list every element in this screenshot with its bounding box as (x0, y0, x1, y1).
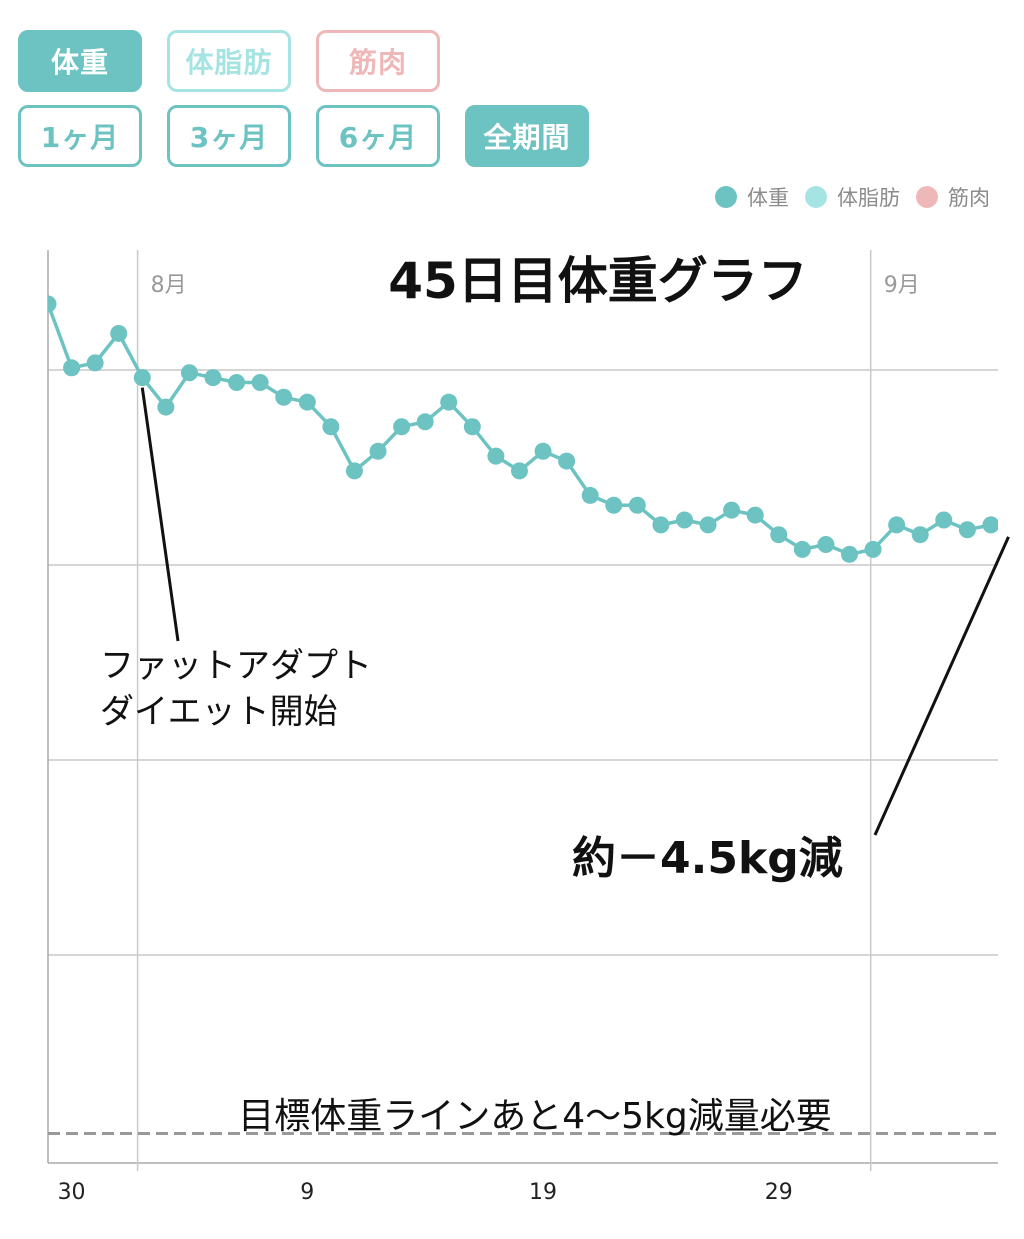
weight-point (298, 393, 316, 411)
weight-point (48, 295, 57, 313)
annotation-result-text: 約－4.5kg減 (572, 833, 843, 884)
x-tick-label-3: 29 (765, 1180, 793, 1205)
weight-series-line (48, 301, 998, 557)
weight-point (228, 374, 246, 392)
weight-point (345, 462, 363, 480)
annotation-start-line-1: ダイエット開始 (100, 692, 338, 732)
weight-point (1006, 516, 1023, 533)
weight-point (817, 536, 835, 554)
legend-item-body-fat: 体脂肪 (805, 182, 900, 212)
legend-muscle-label: 筋肉 (948, 186, 990, 210)
period-tab-2[interactable]: 6ヶ月 (316, 105, 440, 167)
period-tab-1[interactable]: 3ヶ月 (167, 105, 291, 167)
weight-point (16, 271, 33, 288)
x-tick-label-2: 19 (529, 1180, 557, 1205)
legend-item-muscle: 筋肉 (916, 182, 990, 212)
weight-point (958, 521, 976, 539)
weight-point (770, 526, 788, 544)
weight-series (16, 271, 1023, 563)
weight-point (133, 369, 151, 387)
weight-point (652, 516, 670, 534)
target-line-label: 目標体重ラインあと4～5kg減量必要 (238, 1096, 832, 1137)
period-tab-3[interactable]: 全期間 (465, 105, 589, 167)
chart-grid (47, 250, 998, 1171)
metric-tab-1[interactable]: 体脂肪 (167, 30, 291, 92)
weight-point (699, 516, 717, 534)
weight-point (322, 418, 340, 436)
legend-weight-label: 体重 (747, 186, 789, 210)
chart-legend: 体重 体脂肪 筋肉 (699, 182, 990, 212)
month-label-0: 8月 (151, 273, 187, 298)
weight-point (440, 393, 458, 411)
weight-point (628, 496, 646, 514)
chart-marks (16, 271, 1023, 563)
annotation-result-pointer (873, 536, 1010, 836)
weight-point (723, 501, 741, 519)
weight-point (157, 398, 175, 416)
weight-point (393, 418, 411, 436)
weight-point (416, 413, 434, 431)
weight-point (369, 442, 387, 460)
weight-point (251, 374, 269, 392)
weight-point (86, 354, 104, 372)
legend-item-weight: 体重 (715, 182, 789, 212)
chart-labels: 8月 9月 30 9 19 29 ファットアダプトダイエット開始約－4.5kg減目標体重ライ… (58, 273, 1010, 1205)
weight-point (463, 418, 481, 436)
month-label-1: 9月 (884, 273, 920, 298)
weight-point (888, 516, 906, 534)
metric-tab-0[interactable]: 体重 (18, 30, 142, 92)
weight-point (864, 540, 882, 558)
x-tick-label-1: 9 (300, 1180, 314, 1205)
weight-point (746, 506, 764, 524)
legend-muscle-dot (916, 186, 938, 208)
annotation-start-pointer (140, 387, 180, 642)
weight-point (510, 462, 528, 480)
legend-body-fat-label: 体脂肪 (837, 186, 900, 210)
weight-point (840, 545, 858, 563)
legend-weight-dot (715, 186, 737, 208)
weight-point (487, 447, 505, 465)
weight-point (581, 486, 599, 504)
weight-point (605, 496, 623, 514)
weight-point (911, 526, 929, 544)
period-tab-0[interactable]: 1ヶ月 (18, 105, 142, 167)
chart-title: 45日目体重グラフ (388, 252, 808, 310)
weight-point (935, 511, 953, 529)
weight-point (63, 359, 81, 377)
weight-point (275, 388, 293, 406)
weight-point (558, 452, 576, 470)
weight-point (180, 364, 198, 382)
x-tick-label-0: 30 (58, 1180, 86, 1205)
legend-body-fat-dot (805, 186, 827, 208)
weight-point (110, 324, 128, 342)
weight-point (793, 540, 811, 558)
annotation-start-line-0: ファットアダプト (100, 646, 372, 686)
weight-point (534, 442, 552, 460)
metric-tab-2[interactable]: 筋肉 (316, 30, 440, 92)
weight-point (204, 369, 222, 387)
weight-point (982, 516, 998, 534)
weight-point (675, 511, 693, 529)
